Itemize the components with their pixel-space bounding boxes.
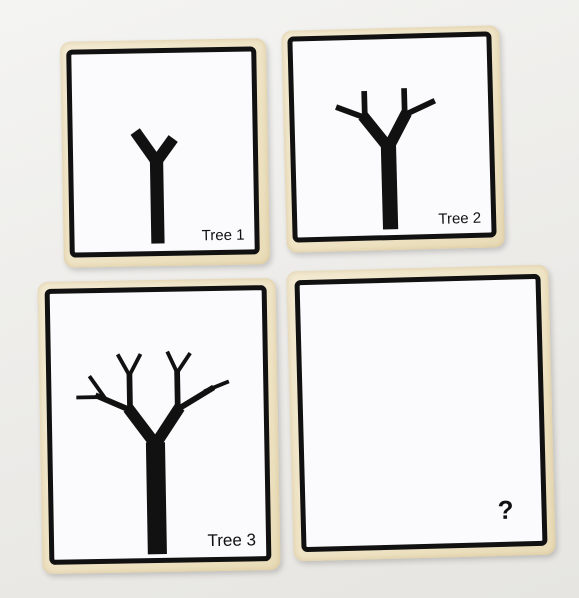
tree-card-1: Tree 1	[66, 46, 260, 258]
tree-3-icon	[76, 350, 230, 555]
card-label-tree-2: Tree 2	[438, 209, 482, 228]
tree-card-3: Tree 3	[44, 285, 272, 565]
card-label-tree-1: Tree 1	[201, 226, 245, 245]
tree-card-2: Tree 2	[287, 31, 497, 243]
question-mark: ?	[497, 494, 514, 526]
tree-2-icon	[335, 88, 437, 230]
tree-1-icon	[130, 128, 178, 244]
card-label-tree-3: Tree 3	[207, 530, 257, 551]
mystery-card: ?	[294, 273, 548, 553]
